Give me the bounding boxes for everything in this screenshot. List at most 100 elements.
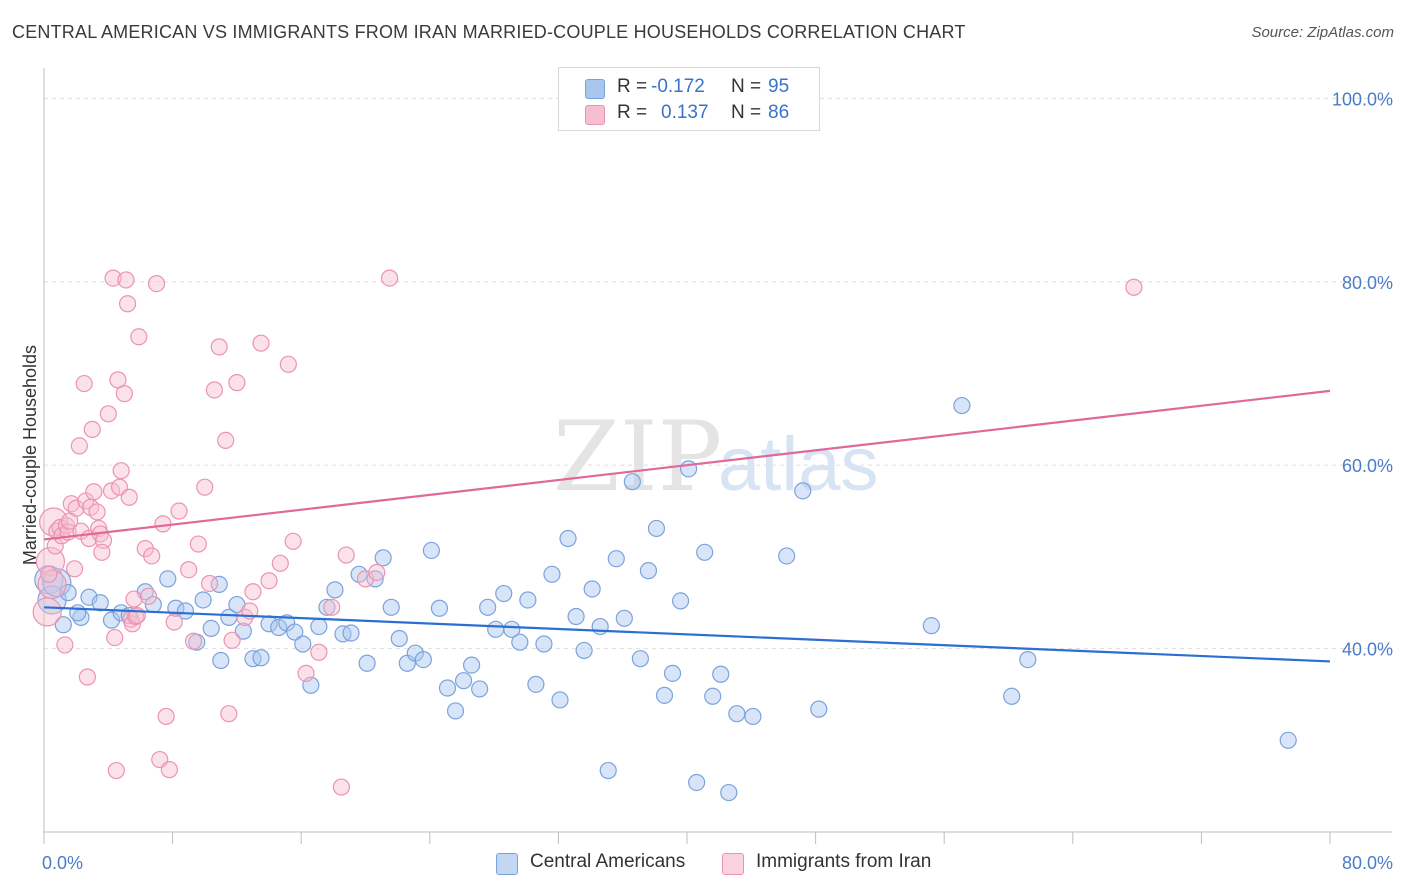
point-iran [139,587,158,605]
legend-n-value: 95 [768,76,790,97]
legend-label: Central Americans [530,851,686,872]
point-iran [297,664,315,682]
point-central-american [366,570,384,588]
point-central-american [778,547,796,565]
point-central-american [744,707,762,726]
point-central-american [623,473,641,491]
point-iran [271,554,289,572]
point-central-american [487,620,505,638]
point-iran [165,613,183,631]
point-central-american [1019,650,1037,669]
legend-n-value: 86 [768,102,790,123]
y-tick-label: 40.0% [1342,640,1393,660]
point-iran [120,488,138,506]
point-iran [184,632,203,650]
point-iran [228,374,246,392]
point-iran [147,274,166,293]
legend-r-value: 0.137 [661,102,709,123]
point-central-american [159,570,177,588]
legend-label: Immigrants from Iran [756,851,932,872]
x-tick-label: 80.0% [1342,853,1393,873]
point-central-american [663,664,682,682]
point-iran [143,547,161,565]
point-iran [210,338,228,356]
y-axis-label: Married-couple Households [20,345,40,565]
x-tick-labels: 0.0% 80.0% [42,853,1393,873]
point-iran [220,705,238,723]
point-central-american [1003,687,1021,705]
point-central-american [80,588,98,606]
point-central-american [503,620,521,638]
point-central-american [382,598,400,616]
point-iran [104,269,122,287]
point-central-american [794,482,812,500]
point-iran [70,437,88,455]
point-central-american [318,598,336,616]
point-iran [223,631,241,649]
trend-line-central-americans [43,606,1331,663]
point-iran [125,590,143,608]
point-central-american [720,783,738,802]
point-central-american [422,541,441,560]
point-central-american [567,607,585,626]
legend-swatch-pink [585,105,605,125]
legend-r-label: R = [617,76,648,97]
point-iran [102,482,121,500]
point-central-american [704,687,722,705]
point-iran [368,563,386,582]
point-iran [217,431,235,450]
point-central-american [599,761,617,780]
point-iran [200,574,219,593]
point-central-american [688,773,706,792]
point-iran [37,569,67,599]
point-iran [130,328,148,346]
point-central-american [326,581,344,599]
point-iran [56,636,74,654]
y-tick-label: 100.0% [1332,89,1393,109]
point-iran [115,385,133,403]
point-central-american [655,686,674,704]
point-central-american [583,580,601,598]
point-central-american [374,549,392,567]
watermark-atlas: atlas [718,422,879,507]
point-iran [189,535,207,553]
point-iran [118,295,137,313]
point-iran [32,597,62,627]
point-iran [154,515,172,533]
point-central-american [414,650,432,669]
point-central-american [696,543,714,561]
point-iran [75,374,93,393]
point-central-american [511,633,529,651]
point-iran [61,512,79,530]
point-iran [332,778,350,796]
point-central-american [212,651,230,670]
point-central-american [342,624,360,642]
point-central-american [430,599,449,617]
trend-line-iran [43,389,1331,541]
correlation-legend: R = -0.172 N = 95 R = 0.137 N = 86 [558,67,820,131]
point-iran [157,707,175,726]
point-iran [284,532,302,550]
point-iran [83,420,101,439]
point-central-american [712,665,730,683]
legend-swatch-blue [496,853,518,875]
point-central-american [59,584,77,602]
point-central-american [454,672,473,690]
point-iran [109,371,127,389]
point-central-american [471,680,489,698]
point-central-american [194,591,212,609]
legend-r-value: -0.172 [651,76,705,97]
point-iran [106,628,124,647]
point-iran [160,761,178,779]
y-tick-labels: 40.0% 60.0% 80.0% 100.0% [1332,89,1393,659]
point-central-american [358,654,376,672]
point-iran [196,478,214,496]
legend-r-label: R = [617,102,648,123]
data-points [32,269,1297,802]
point-central-american [390,629,408,648]
point-central-american [462,656,481,674]
point-iran [180,561,198,579]
point-central-american [270,618,288,637]
point-iran [244,583,262,601]
